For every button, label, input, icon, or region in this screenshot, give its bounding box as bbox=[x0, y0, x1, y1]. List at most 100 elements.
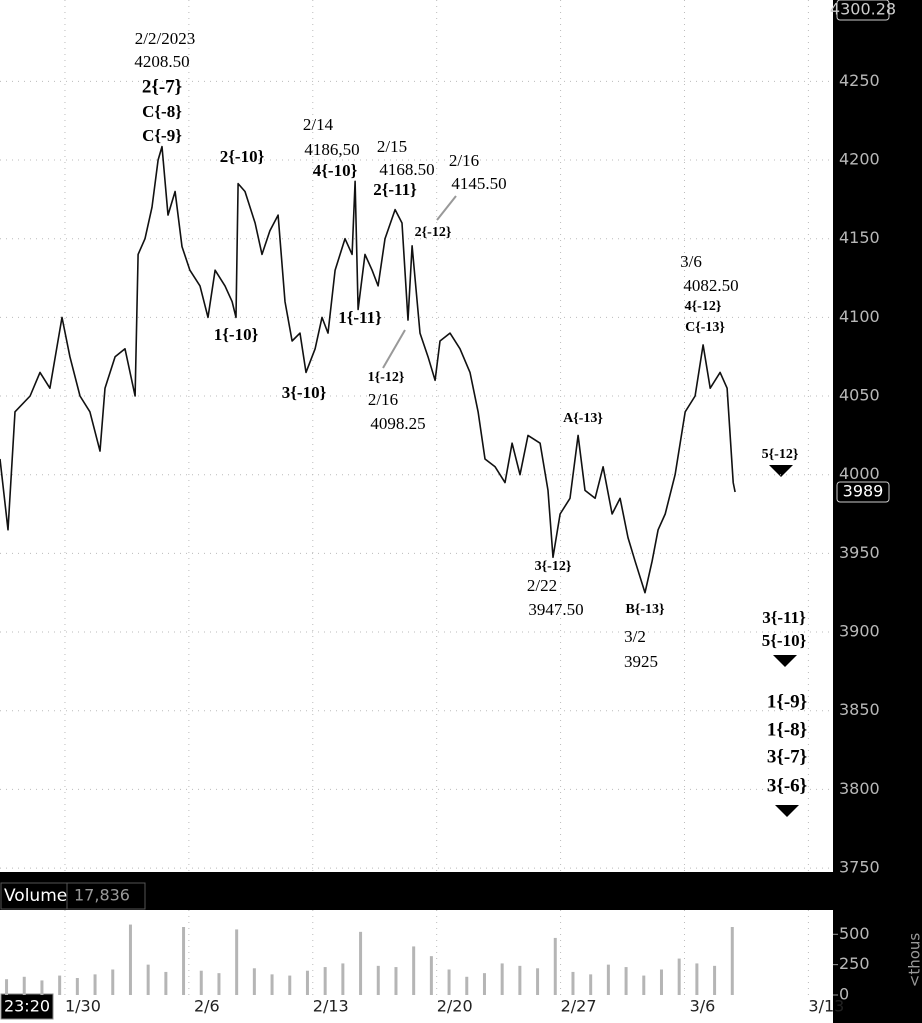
volume-readout: 17,836 bbox=[74, 886, 130, 905]
annotation: 2/2/2023 bbox=[135, 29, 195, 48]
y-tick-label: 3800 bbox=[839, 779, 880, 798]
annotation: C{-8} bbox=[142, 102, 182, 121]
volume-bar bbox=[589, 974, 593, 995]
volume-bar bbox=[518, 965, 522, 995]
annotation: 3{-10} bbox=[282, 383, 327, 402]
y-tick-label: 4150 bbox=[839, 228, 880, 247]
annotation: 3{-7} bbox=[767, 746, 807, 767]
x-tick-label: 2/27 bbox=[561, 997, 597, 1016]
volume-bar bbox=[40, 980, 44, 995]
annotation: 5{-12} bbox=[762, 447, 799, 462]
volume-bar bbox=[146, 964, 150, 995]
volume-bar bbox=[305, 970, 309, 995]
annotation: 2{-11} bbox=[373, 180, 417, 199]
annotation: 5{-10} bbox=[762, 631, 807, 650]
volume-bar bbox=[536, 968, 540, 995]
annotation: 1{-10} bbox=[214, 325, 259, 344]
volume-bar bbox=[288, 975, 292, 995]
y-tick-label: 3950 bbox=[839, 543, 880, 562]
annotation: 2/16 bbox=[368, 390, 398, 409]
annotation: C{-9} bbox=[142, 126, 182, 145]
annotation: 3{-12} bbox=[535, 559, 572, 574]
annotation: 3947.50 bbox=[528, 600, 583, 619]
target-marker bbox=[775, 805, 799, 817]
target-marker bbox=[769, 465, 793, 477]
volume-bar bbox=[75, 978, 79, 995]
y-tick-label: 3900 bbox=[839, 622, 880, 641]
annotation: 4186,50 bbox=[304, 140, 359, 159]
x-tick-label: 2/20 bbox=[437, 997, 473, 1016]
leader bbox=[436, 195, 457, 221]
volume-bar bbox=[376, 965, 380, 995]
price-marker bbox=[836, 0, 890, 21]
volume-bar bbox=[323, 967, 327, 995]
volume-bar bbox=[394, 967, 398, 995]
volume-bar bbox=[482, 973, 486, 995]
volume-bar bbox=[111, 969, 115, 995]
volume-bar bbox=[182, 927, 186, 995]
y-tick-label: 4050 bbox=[839, 386, 880, 405]
axis-strip bbox=[833, 0, 922, 1023]
annotation: 4168.50 bbox=[379, 160, 434, 179]
volume-bar bbox=[217, 973, 221, 995]
annotation: 3{-6} bbox=[767, 775, 807, 796]
y-tick-label: 4200 bbox=[839, 150, 880, 169]
volume-bar bbox=[677, 958, 681, 995]
price-marker bbox=[836, 481, 890, 503]
volume-readout-box bbox=[66, 882, 146, 910]
annotation: 2{-10} bbox=[220, 147, 265, 166]
annotation: 1{-8} bbox=[767, 719, 807, 740]
volume-bar bbox=[500, 963, 504, 995]
volume-bar bbox=[447, 969, 451, 995]
y-tick-label: 3850 bbox=[839, 700, 880, 719]
y-tick-label: 4250 bbox=[839, 71, 880, 90]
volume-bar bbox=[553, 937, 557, 995]
annotation: 4082.50 bbox=[683, 276, 738, 295]
annotation: 1{-9} bbox=[767, 691, 807, 712]
annotation: 1{-11} bbox=[338, 308, 382, 327]
annotation: B{-13} bbox=[625, 602, 665, 617]
time-box bbox=[0, 993, 54, 1020]
volume-bar bbox=[571, 971, 575, 995]
annotation: 4{-12} bbox=[685, 299, 722, 314]
volume-bar bbox=[5, 979, 9, 995]
annotation: 4098.25 bbox=[370, 414, 425, 433]
annotation: 4208.50 bbox=[134, 52, 189, 71]
annotation: 2{-12} bbox=[415, 225, 452, 240]
volume-bar bbox=[235, 929, 239, 995]
volume-bar bbox=[465, 976, 469, 995]
volume-bar bbox=[252, 968, 256, 995]
annotation: 3/2 bbox=[624, 627, 646, 646]
annotation: 3925 bbox=[624, 652, 658, 671]
volume-unit: <thous bbox=[906, 933, 922, 988]
annotation: C{-13} bbox=[685, 320, 725, 335]
x-tick-label: 2/6 bbox=[194, 997, 220, 1016]
price-line bbox=[0, 145, 736, 594]
x-tick-label: 2/13 bbox=[313, 997, 349, 1016]
time-axis bbox=[0, 995, 833, 1023]
price-marker-label: 4300.28 bbox=[830, 0, 896, 19]
volume-bar bbox=[624, 967, 628, 995]
annotation: 2/14 bbox=[303, 115, 334, 134]
annotation: 2/15 bbox=[377, 137, 407, 156]
volume-bar bbox=[199, 970, 203, 995]
volume-bar bbox=[164, 971, 168, 995]
volume-bar bbox=[642, 975, 646, 995]
y-tick-label: 4000 bbox=[839, 464, 880, 483]
volume-bar bbox=[93, 974, 97, 995]
annotation: 2/16 bbox=[449, 151, 479, 170]
y-tick-label: 4100 bbox=[839, 307, 880, 326]
x-tick-label: 1/30 bbox=[65, 997, 101, 1016]
volume-bar bbox=[128, 924, 132, 995]
time-label: 23:20 bbox=[4, 997, 50, 1016]
x-tick-label: 3/13 bbox=[808, 997, 844, 1016]
volume-bar bbox=[713, 965, 717, 995]
volume-bar bbox=[695, 963, 699, 995]
volume-bar bbox=[429, 956, 433, 995]
annotation: 3/6 bbox=[680, 252, 702, 271]
volume-bar bbox=[341, 963, 345, 995]
annotation: 2{-7} bbox=[142, 76, 182, 97]
y-tick-label: 250 bbox=[839, 954, 870, 973]
x-tick-label: 3/6 bbox=[690, 997, 716, 1016]
